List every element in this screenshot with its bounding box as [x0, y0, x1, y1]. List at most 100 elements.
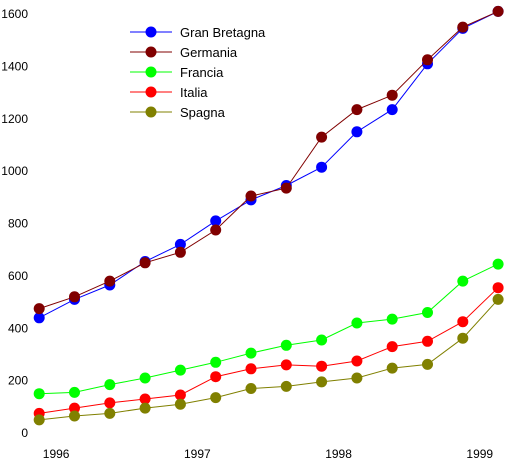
- legend-item: Germania: [130, 45, 238, 60]
- legend-item: Gran Bretagna: [130, 25, 266, 40]
- data-point: [33, 414, 45, 426]
- data-point: [316, 131, 328, 143]
- data-point: [139, 402, 151, 414]
- data-point: [69, 291, 80, 303]
- x-tick-label: 1996: [43, 447, 70, 461]
- series-line: [38, 10, 499, 319]
- data-point: [69, 402, 80, 414]
- data-point: [351, 372, 363, 384]
- data-point: [174, 389, 186, 401]
- data-point: [351, 104, 363, 116]
- legend-label: Germania: [180, 45, 238, 60]
- data-point: [316, 376, 328, 388]
- legend-label: Italia: [180, 85, 208, 100]
- x-tick-label: 1999: [466, 447, 493, 461]
- data-point: [69, 410, 80, 422]
- data-point: [69, 386, 80, 398]
- data-point: [33, 388, 45, 400]
- data-point: [422, 358, 433, 370]
- legend: Gran Bretagna Germania Francia Italia Spagna: [130, 25, 266, 120]
- legend-label: Spagna: [180, 105, 226, 120]
- legend-label: Gran Bretagna: [180, 25, 266, 40]
- data-point: [492, 293, 504, 305]
- series-3: [33, 282, 504, 419]
- data-point: [139, 372, 151, 384]
- data-point: [386, 362, 398, 374]
- data-point: [174, 246, 186, 258]
- data-point: [245, 383, 257, 394]
- series-line: [39, 299, 499, 421]
- series-4: [33, 293, 504, 426]
- x-tick-label: 1997: [184, 447, 211, 461]
- data-point: [104, 275, 116, 287]
- data-point: [104, 397, 116, 409]
- data-point: [422, 307, 433, 318]
- series-2: [33, 258, 504, 400]
- data-point: [316, 360, 328, 372]
- y-tick-label: 1400: [1, 59, 28, 73]
- series-line: [39, 263, 499, 395]
- legend-item: Italia: [130, 85, 208, 100]
- data-point: [386, 104, 398, 116]
- y-tick-label: 800: [8, 217, 28, 231]
- y-tick-label: 400: [8, 321, 28, 335]
- data-point: [422, 335, 433, 347]
- data-point: [33, 303, 45, 315]
- y-tick-label: 1600: [1, 7, 28, 21]
- data-point: [386, 89, 398, 101]
- data-point: [492, 5, 504, 17]
- data-point: [351, 126, 363, 138]
- series-1: [33, 5, 504, 315]
- data-point: [351, 317, 363, 329]
- legend-marker: [145, 46, 157, 58]
- data-point: [104, 407, 116, 419]
- data-point: [316, 334, 328, 346]
- data-point: [245, 347, 257, 359]
- data-point: [386, 341, 398, 353]
- data-point: [174, 398, 186, 410]
- series-line: [39, 10, 499, 310]
- data-point: [174, 238, 186, 250]
- series-0: [33, 5, 504, 324]
- data-point: [33, 312, 45, 324]
- y-tick-label: 1000: [1, 164, 28, 178]
- data-point: [210, 392, 222, 404]
- data-point: [210, 356, 222, 368]
- data-point: [280, 339, 292, 351]
- data-point: [210, 215, 222, 227]
- plot-area: [33, 5, 504, 426]
- data-point: [174, 364, 186, 376]
- data-point: [245, 190, 257, 202]
- x-tick-label: 1998: [325, 447, 352, 461]
- data-point: [457, 316, 469, 328]
- legend-item: Francia: [130, 65, 224, 80]
- data-point: [457, 275, 469, 287]
- data-point: [457, 21, 469, 33]
- data-point: [457, 332, 469, 344]
- data-point: [351, 355, 363, 367]
- data-point: [492, 258, 504, 270]
- data-point: [280, 182, 292, 194]
- data-point: [245, 363, 257, 375]
- legend-marker: [145, 66, 157, 78]
- data-point: [210, 371, 222, 383]
- data-point: [210, 224, 222, 236]
- data-point: [139, 257, 151, 269]
- legend-marker: [145, 106, 157, 118]
- data-point: [139, 393, 151, 405]
- x-axis: 1996 1997 1998 1999: [43, 447, 494, 461]
- legend-label: Francia: [180, 65, 224, 80]
- data-point: [492, 282, 504, 294]
- y-tick-label: 200: [8, 374, 28, 388]
- series-line: [39, 287, 499, 414]
- legend-marker: [145, 86, 157, 98]
- y-axis: 0 200 400 600 800 1000 1200 1400 1600: [1, 7, 28, 440]
- data-point: [280, 359, 292, 371]
- y-tick-label: 600: [8, 269, 28, 283]
- data-point: [280, 380, 292, 392]
- y-tick-label: 0: [21, 426, 28, 440]
- data-point: [104, 379, 116, 391]
- data-point: [386, 313, 398, 325]
- legend-item: Spagna: [130, 105, 226, 120]
